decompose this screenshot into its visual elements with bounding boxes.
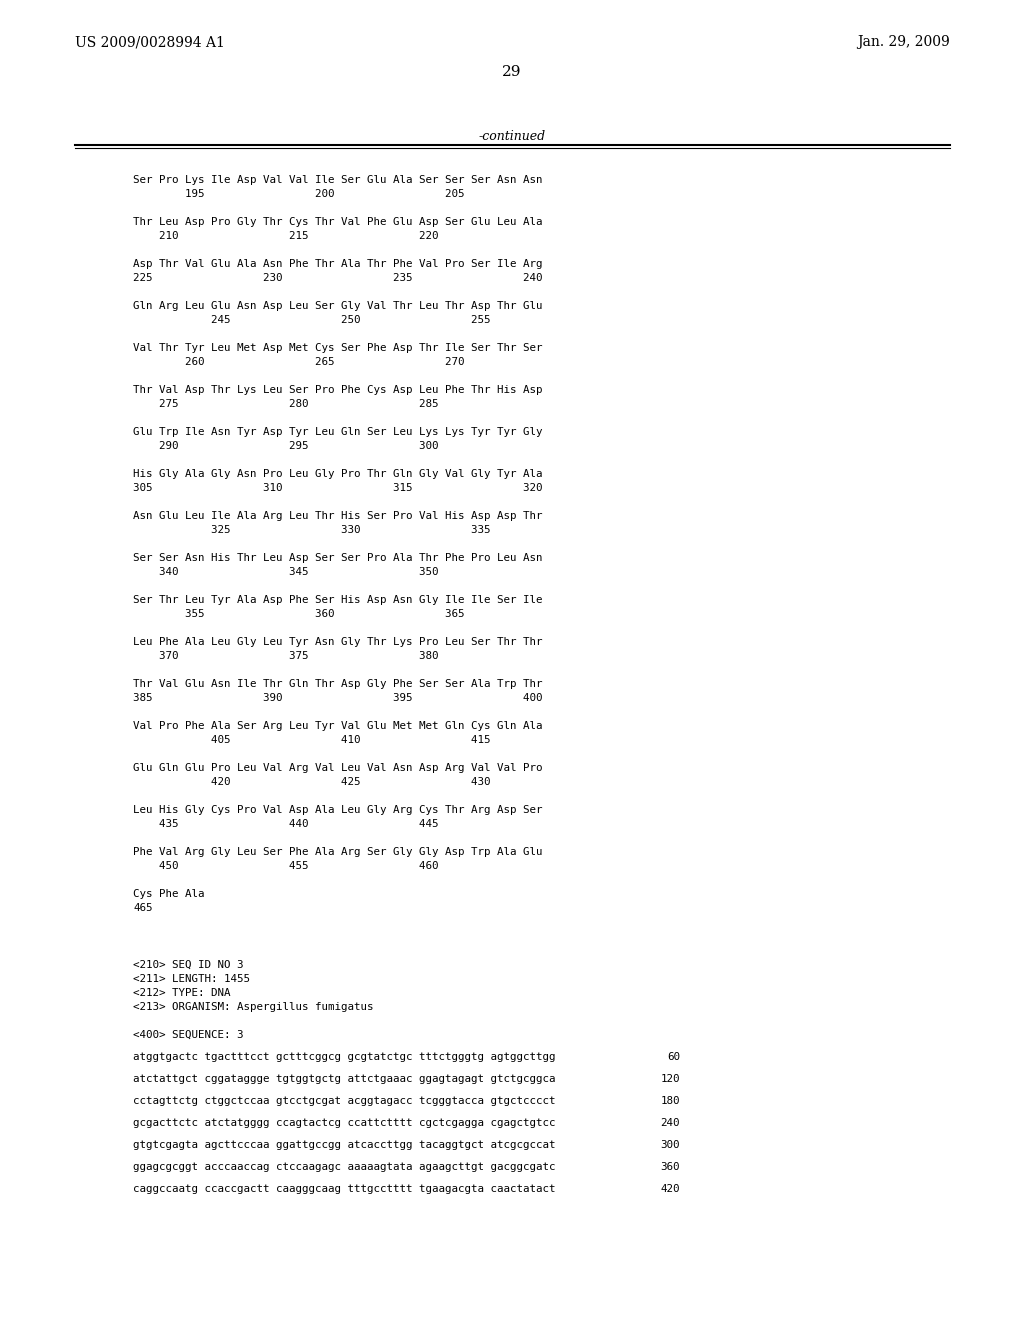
- Text: <212> TYPE: DNA: <212> TYPE: DNA: [133, 987, 230, 998]
- Text: Val Pro Phe Ala Ser Arg Leu Tyr Val Glu Met Met Gln Cys Gln Ala: Val Pro Phe Ala Ser Arg Leu Tyr Val Glu …: [133, 721, 543, 731]
- Text: Glu Trp Ile Asn Tyr Asp Tyr Leu Gln Ser Leu Lys Lys Tyr Tyr Gly: Glu Trp Ile Asn Tyr Asp Tyr Leu Gln Ser …: [133, 426, 543, 437]
- Text: 60: 60: [667, 1052, 680, 1063]
- Text: 240: 240: [660, 1118, 680, 1129]
- Text: Glu Gln Glu Pro Leu Val Arg Val Leu Val Asn Asp Arg Val Val Pro: Glu Gln Glu Pro Leu Val Arg Val Leu Val …: [133, 763, 543, 774]
- Text: gcgacttctc atctatgggg ccagtactcg ccattctttt cgctcgagga cgagctgtcc: gcgacttctc atctatgggg ccagtactcg ccattct…: [133, 1118, 555, 1129]
- Text: <210> SEQ ID NO 3: <210> SEQ ID NO 3: [133, 960, 244, 970]
- Text: 325                 330                 335: 325 330 335: [133, 525, 490, 535]
- Text: <213> ORGANISM: Aspergillus fumigatus: <213> ORGANISM: Aspergillus fumigatus: [133, 1002, 374, 1012]
- Text: <211> LENGTH: 1455: <211> LENGTH: 1455: [133, 974, 250, 983]
- Text: Ser Thr Leu Tyr Ala Asp Phe Ser His Asp Asn Gly Ile Ile Ser Ile: Ser Thr Leu Tyr Ala Asp Phe Ser His Asp …: [133, 595, 543, 605]
- Text: Jan. 29, 2009: Jan. 29, 2009: [857, 36, 950, 49]
- Text: Phe Val Arg Gly Leu Ser Phe Ala Arg Ser Gly Gly Asp Trp Ala Glu: Phe Val Arg Gly Leu Ser Phe Ala Arg Ser …: [133, 847, 543, 857]
- Text: 405                 410                 415: 405 410 415: [133, 735, 490, 744]
- Text: cctagttctg ctggctccaa gtcctgcgat acggtagacc tcgggtacca gtgctcccct: cctagttctg ctggctccaa gtcctgcgat acggtag…: [133, 1096, 555, 1106]
- Text: 435                 440                 445: 435 440 445: [133, 818, 438, 829]
- Text: gtgtcgagta agcttcccaa ggattgccgg atcaccttgg tacaggtgct atcgcgccat: gtgtcgagta agcttcccaa ggattgccgg atcacct…: [133, 1140, 555, 1150]
- Text: Leu Phe Ala Leu Gly Leu Tyr Asn Gly Thr Lys Pro Leu Ser Thr Thr: Leu Phe Ala Leu Gly Leu Tyr Asn Gly Thr …: [133, 638, 543, 647]
- Text: 385                 390                 395                 400: 385 390 395 400: [133, 693, 543, 704]
- Text: 355                 360                 365: 355 360 365: [133, 609, 465, 619]
- Text: 245                 250                 255: 245 250 255: [133, 315, 490, 325]
- Text: 180: 180: [660, 1096, 680, 1106]
- Text: Gln Arg Leu Glu Asn Asp Leu Ser Gly Val Thr Leu Thr Asp Thr Glu: Gln Arg Leu Glu Asn Asp Leu Ser Gly Val …: [133, 301, 543, 312]
- Text: Asn Glu Leu Ile Ala Arg Leu Thr His Ser Pro Val His Asp Asp Thr: Asn Glu Leu Ile Ala Arg Leu Thr His Ser …: [133, 511, 543, 521]
- Text: 275                 280                 285: 275 280 285: [133, 399, 438, 409]
- Text: 225                 230                 235                 240: 225 230 235 240: [133, 273, 543, 282]
- Text: Thr Leu Asp Pro Gly Thr Cys Thr Val Phe Glu Asp Ser Glu Leu Ala: Thr Leu Asp Pro Gly Thr Cys Thr Val Phe …: [133, 216, 543, 227]
- Text: His Gly Ala Gly Asn Pro Leu Gly Pro Thr Gln Gly Val Gly Tyr Ala: His Gly Ala Gly Asn Pro Leu Gly Pro Thr …: [133, 469, 543, 479]
- Text: caggccaatg ccaccgactt caagggcaag tttgcctttt tgaagacgta caactatact: caggccaatg ccaccgactt caagggcaag tttgcct…: [133, 1184, 555, 1195]
- Text: 420: 420: [660, 1184, 680, 1195]
- Text: 120: 120: [660, 1074, 680, 1084]
- Text: 290                 295                 300: 290 295 300: [133, 441, 438, 451]
- Text: Asp Thr Val Glu Ala Asn Phe Thr Ala Thr Phe Val Pro Ser Ile Arg: Asp Thr Val Glu Ala Asn Phe Thr Ala Thr …: [133, 259, 543, 269]
- Text: 450                 455                 460: 450 455 460: [133, 861, 438, 871]
- Text: atggtgactc tgactttcct gctttcggcg gcgtatctgc tttctgggtg agtggcttgg: atggtgactc tgactttcct gctttcggcg gcgtatc…: [133, 1052, 555, 1063]
- Text: US 2009/0028994 A1: US 2009/0028994 A1: [75, 36, 225, 49]
- Text: -continued: -continued: [478, 129, 546, 143]
- Text: 29: 29: [502, 65, 522, 79]
- Text: 260                 265                 270: 260 265 270: [133, 356, 465, 367]
- Text: 360: 360: [660, 1162, 680, 1172]
- Text: Ser Pro Lys Ile Asp Val Val Ile Ser Glu Ala Ser Ser Ser Asn Asn: Ser Pro Lys Ile Asp Val Val Ile Ser Glu …: [133, 176, 543, 185]
- Text: 465: 465: [133, 903, 153, 913]
- Text: 305                 310                 315                 320: 305 310 315 320: [133, 483, 543, 492]
- Text: Thr Val Glu Asn Ile Thr Gln Thr Asp Gly Phe Ser Ser Ala Trp Thr: Thr Val Glu Asn Ile Thr Gln Thr Asp Gly …: [133, 678, 543, 689]
- Text: 420                 425                 430: 420 425 430: [133, 777, 490, 787]
- Text: 340                 345                 350: 340 345 350: [133, 568, 438, 577]
- Text: 195                 200                 205: 195 200 205: [133, 189, 465, 199]
- Text: Thr Val Asp Thr Lys Leu Ser Pro Phe Cys Asp Leu Phe Thr His Asp: Thr Val Asp Thr Lys Leu Ser Pro Phe Cys …: [133, 385, 543, 395]
- Text: Leu His Gly Cys Pro Val Asp Ala Leu Gly Arg Cys Thr Arg Asp Ser: Leu His Gly Cys Pro Val Asp Ala Leu Gly …: [133, 805, 543, 814]
- Text: Ser Ser Asn His Thr Leu Asp Ser Ser Pro Ala Thr Phe Pro Leu Asn: Ser Ser Asn His Thr Leu Asp Ser Ser Pro …: [133, 553, 543, 564]
- Text: atctattgct cggataggge tgtggtgctg attctgaaac ggagtagagt gtctgcggca: atctattgct cggataggge tgtggtgctg attctga…: [133, 1074, 555, 1084]
- Text: 370                 375                 380: 370 375 380: [133, 651, 438, 661]
- Text: Val Thr Tyr Leu Met Asp Met Cys Ser Phe Asp Thr Ile Ser Thr Ser: Val Thr Tyr Leu Met Asp Met Cys Ser Phe …: [133, 343, 543, 352]
- Text: 300: 300: [660, 1140, 680, 1150]
- Text: <400> SEQUENCE: 3: <400> SEQUENCE: 3: [133, 1030, 244, 1040]
- Text: 210                 215                 220: 210 215 220: [133, 231, 438, 242]
- Text: Cys Phe Ala: Cys Phe Ala: [133, 888, 205, 899]
- Text: ggagcgcggt acccaaccag ctccaagagc aaaaagtata agaagcttgt gacggcgatc: ggagcgcggt acccaaccag ctccaagagc aaaaagt…: [133, 1162, 555, 1172]
